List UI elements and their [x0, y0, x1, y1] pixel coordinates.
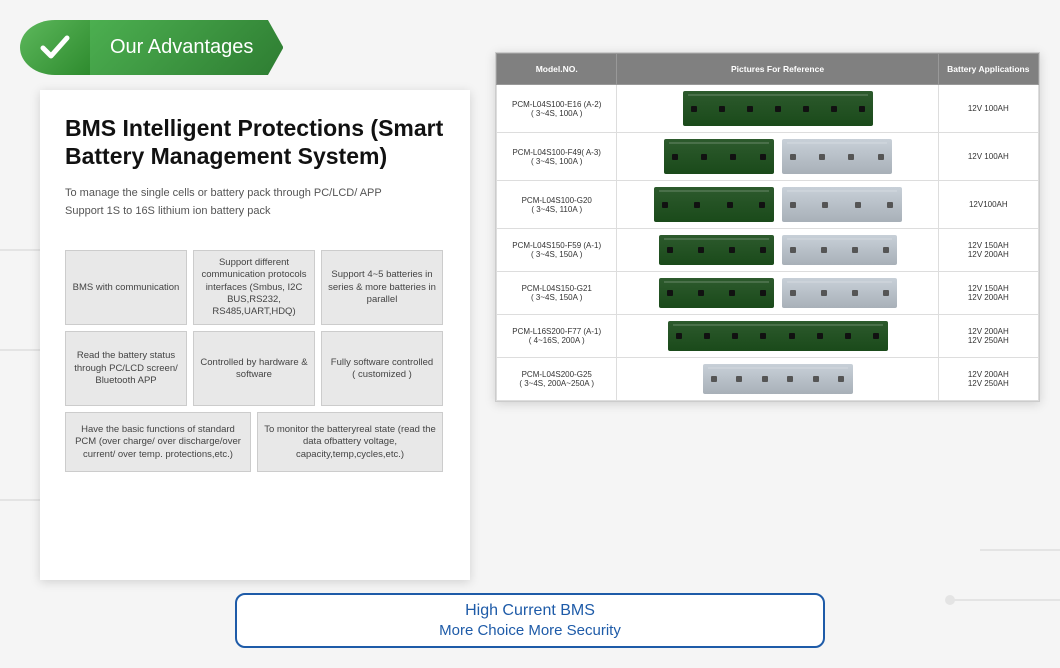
cell-model: PCM-L04S100-E16 (A-2)( 3~4S, 100A ) — [497, 85, 617, 133]
cell-picture — [617, 229, 938, 272]
table-header-row: Model.NO. Pictures For Reference Battery… — [497, 54, 1039, 85]
table-row: PCM-L04S200-G25( 3~4S, 200A~250A ) 12V 20… — [497, 358, 1039, 401]
cell-model: PCM-L04S150-G21( 3~4S, 150A ) — [497, 272, 617, 315]
table-row: PCM-L04S150-G21( 3~4S, 150A ) 12V 150AH12… — [497, 272, 1039, 315]
cell-picture — [617, 358, 938, 401]
header-model: Model.NO. — [497, 54, 617, 85]
cell-application: 12V 100AH — [938, 85, 1038, 133]
pcb-image — [668, 321, 888, 351]
pcb-image — [654, 187, 774, 222]
feature-box: Controlled by hardware & software — [193, 331, 315, 406]
pcb-image — [703, 364, 853, 394]
cell-application: 12V 100AH — [938, 133, 1038, 181]
table-row: PCM-L04S150-F59 (A-1)( 3~4S, 150A ) 12V 1… — [497, 229, 1039, 272]
panel-title: BMS Intelligent Protections (Smart Batte… — [65, 115, 445, 170]
cell-model: PCM-L04S150-F59 (A-1)( 3~4S, 150A ) — [497, 229, 617, 272]
check-icon — [20, 20, 90, 75]
pcb-image — [659, 278, 774, 308]
table-row: PCM-L04S100-F49( A-3)( 3~4S, 100A ) 12V 1… — [497, 133, 1039, 181]
pcb-image — [782, 187, 902, 222]
callout-line2: More Choice More Security — [439, 622, 621, 639]
cell-picture — [617, 85, 938, 133]
left-info-panel: BMS Intelligent Protections (Smart Batte… — [40, 90, 470, 580]
feature-box: Fully software controlled ( customized ) — [321, 331, 443, 406]
cell-picture — [617, 315, 938, 358]
feature-grid: BMS with communication Support different… — [65, 250, 445, 472]
pcb-image — [683, 91, 873, 126]
cell-model: PCM-L16S200-F77 (A-1)( 4~16S, 200A ) — [497, 315, 617, 358]
cell-model: PCM-L04S100-G20( 3~4S, 110A ) — [497, 181, 617, 229]
pcb-image — [664, 139, 774, 174]
feature-box: BMS with communication — [65, 250, 187, 325]
cell-picture — [617, 133, 938, 181]
cell-picture — [617, 181, 938, 229]
advantages-banner: Our Advantages — [20, 20, 283, 75]
panel-description: To manage the single cells or battery pa… — [65, 185, 445, 220]
banner-label: Our Advantages — [90, 20, 283, 75]
cell-model: PCM-L04S200-G25( 3~4S, 200A~250A ) — [497, 358, 617, 401]
table-row: PCM-L04S100-E16 (A-2)( 3~4S, 100A ) 12V 1… — [497, 85, 1039, 133]
cell-model: PCM-L04S100-F49( A-3)( 3~4S, 100A ) — [497, 133, 617, 181]
cell-application: 12V 150AH12V 200AH — [938, 229, 1038, 272]
pcb-image — [659, 235, 774, 265]
table-row: PCM-L04S100-G20( 3~4S, 110A ) 12V100AH — [497, 181, 1039, 229]
header-pictures: Pictures For Reference — [617, 54, 938, 85]
pcb-image — [782, 235, 897, 265]
bottom-callout: High Current BMS More Choice More Securi… — [235, 593, 825, 648]
header-applications: Battery Applications — [938, 54, 1038, 85]
feature-box: To monitor the batteryreal state (read t… — [257, 412, 443, 472]
pcb-image — [782, 278, 897, 308]
feature-box: Read the battery status through PC/LCD s… — [65, 331, 187, 406]
pcb-image — [782, 139, 892, 174]
feature-box: Have the basic functions of standard PCM… — [65, 412, 251, 472]
cell-application: 12V 150AH12V 200AH — [938, 272, 1038, 315]
table-row: PCM-L16S200-F77 (A-1)( 4~16S, 200A ) 12V … — [497, 315, 1039, 358]
cell-application: 12V 200AH12V 250AH — [938, 358, 1038, 401]
callout-line1: High Current BMS — [465, 602, 595, 620]
cell-application: 12V100AH — [938, 181, 1038, 229]
product-table: Model.NO. Pictures For Reference Battery… — [495, 52, 1040, 402]
feature-box: Support different communication protocol… — [193, 250, 315, 325]
cell-application: 12V 200AH12V 250AH — [938, 315, 1038, 358]
feature-box: Support 4~5 batteries in series & more b… — [321, 250, 443, 325]
cell-picture — [617, 272, 938, 315]
